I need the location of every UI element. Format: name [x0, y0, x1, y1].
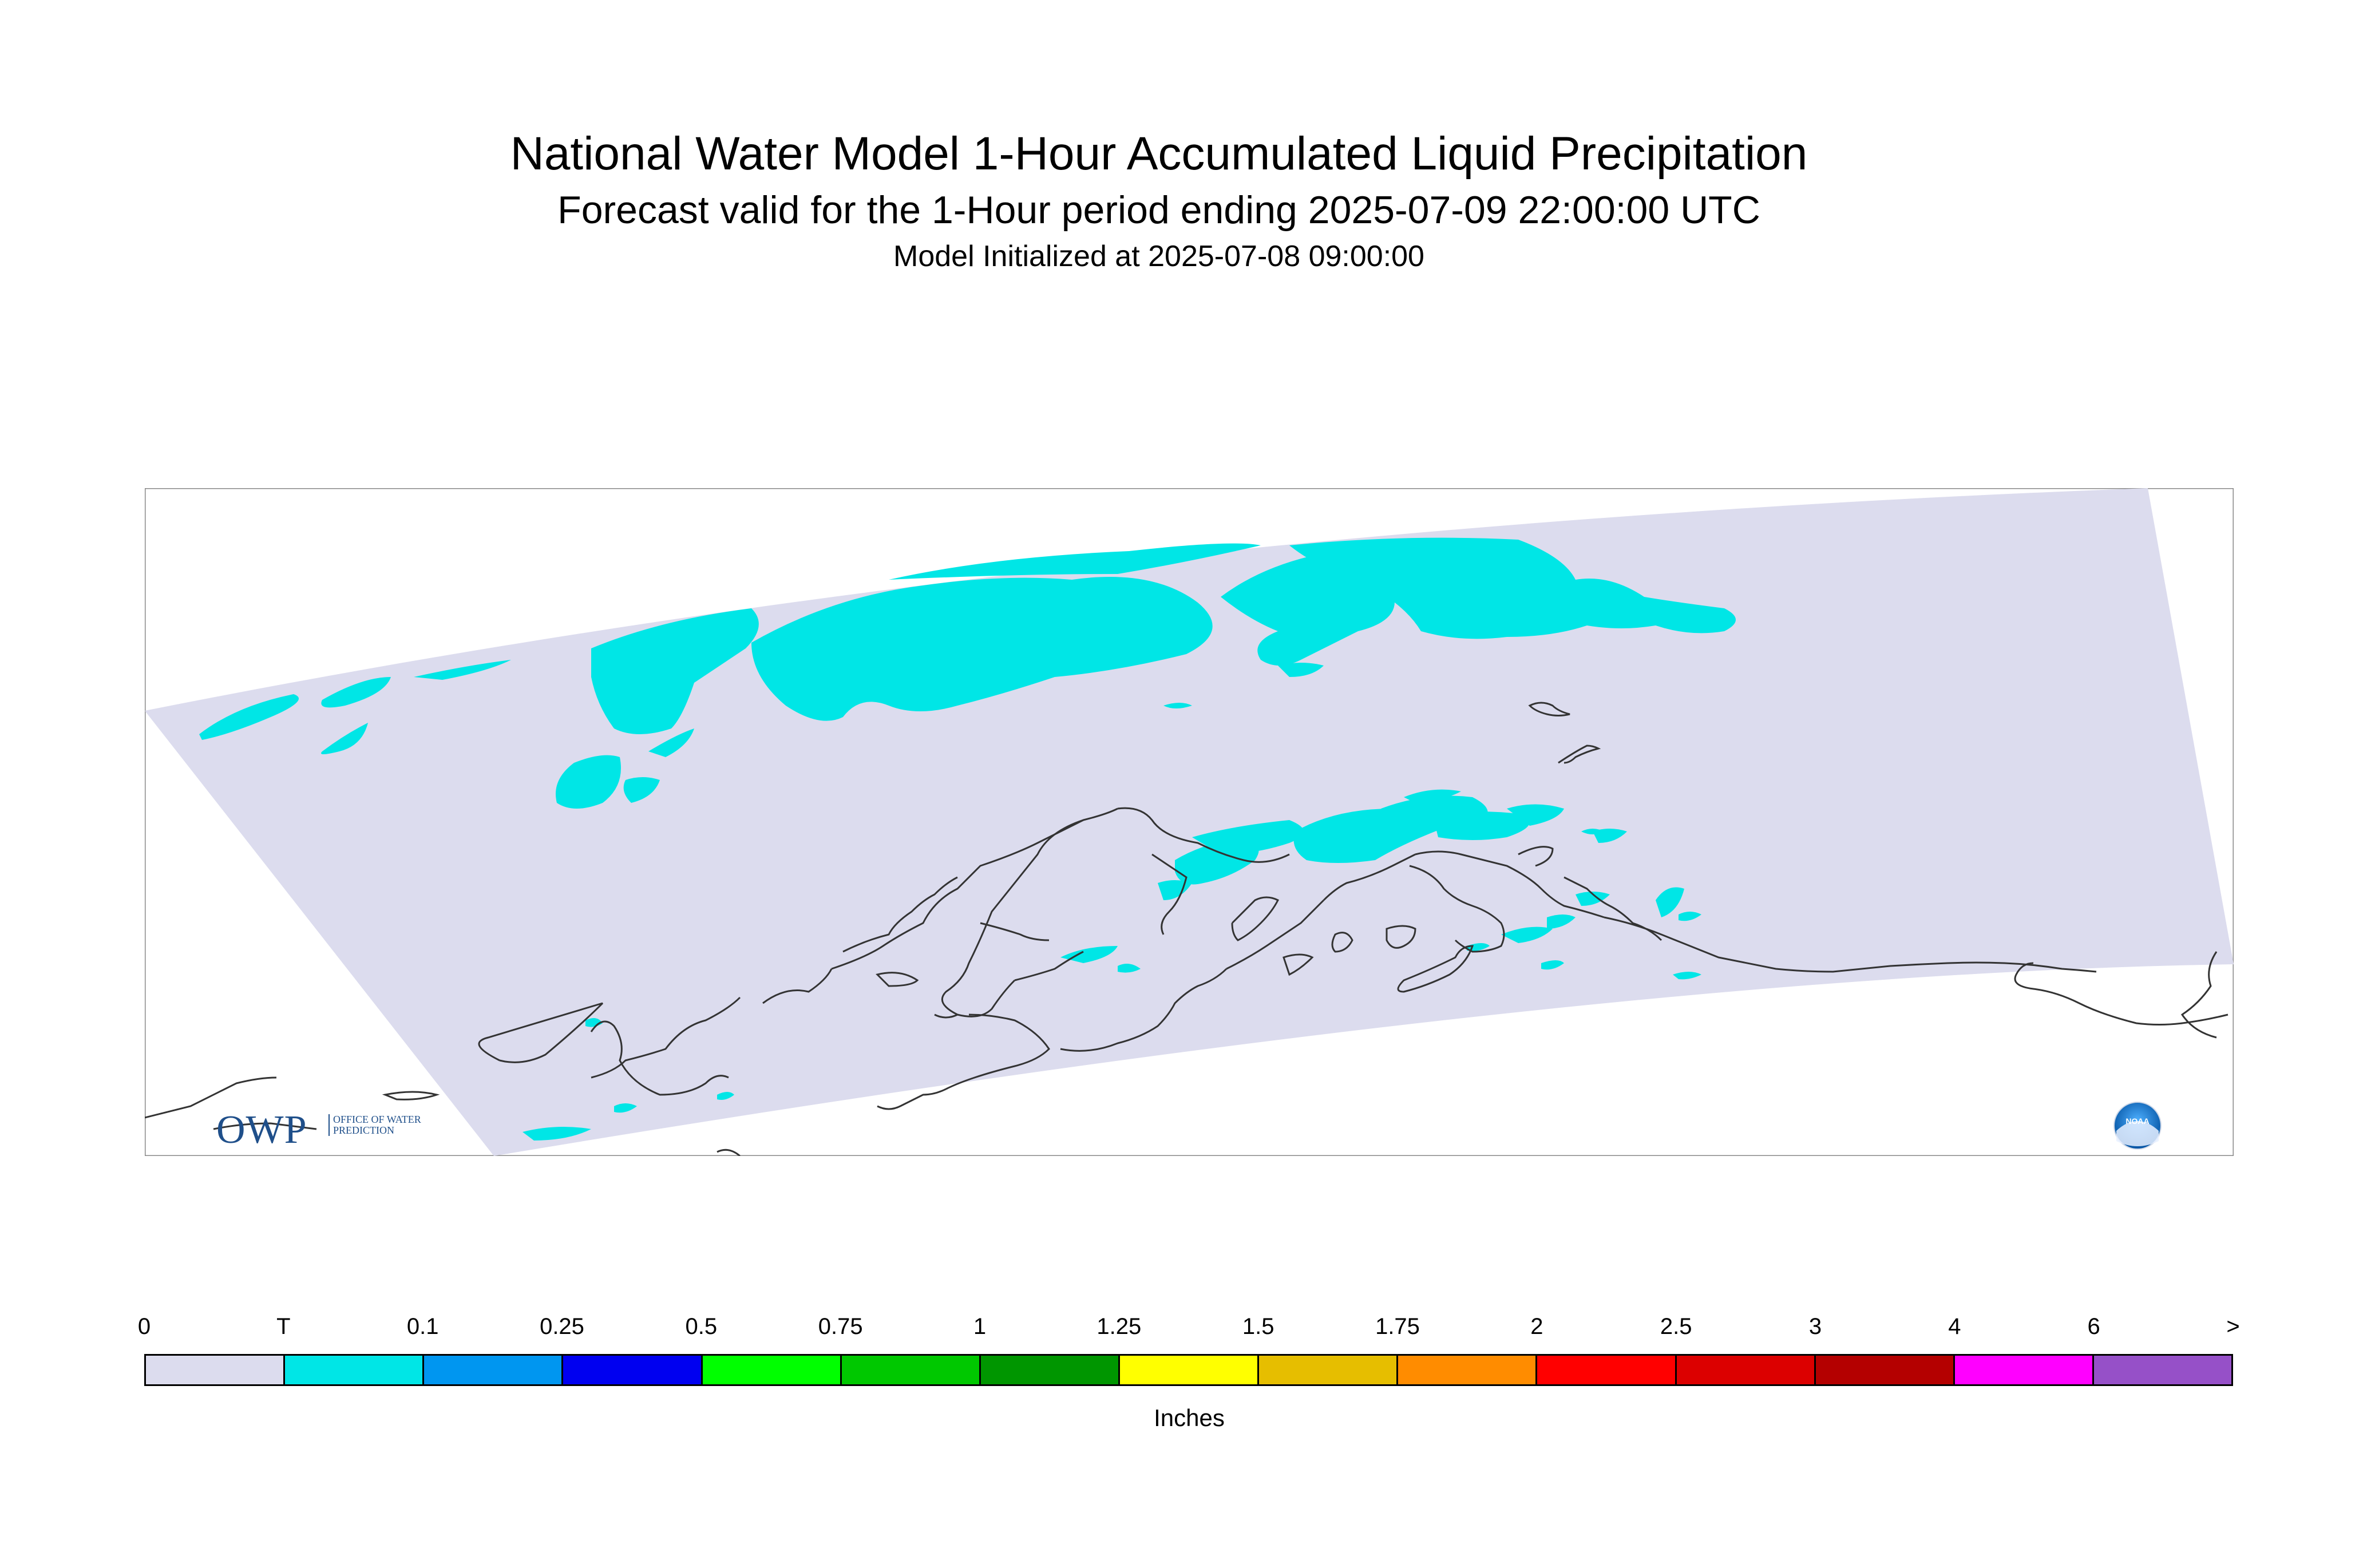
legend-color-bin [702, 1356, 842, 1384]
precipitation-map: OWP OFFICE OF WATER PREDICTION NOAA [145, 488, 2234, 1156]
coastlines [145, 702, 2228, 1156]
precip-trace-areas [199, 537, 1736, 1141]
legend-color-bin [285, 1356, 425, 1384]
owp-logo-text: OFFICE OF WATER PREDICTION [328, 1114, 434, 1136]
legend-color-bin [1119, 1356, 1260, 1384]
legend-color-bin [563, 1356, 703, 1384]
legend-tick-label: 0.75 [818, 1314, 863, 1339]
legend-color-bin [841, 1356, 981, 1384]
legend-color-bin [1259, 1356, 1399, 1384]
legend-tick-label: 4 [1948, 1314, 1961, 1339]
legend-tick-label: 0 [137, 1314, 151, 1339]
noaa-logo: NOAA [2113, 1101, 2162, 1150]
legend-tick-label: > [2226, 1314, 2240, 1339]
owp-logo: OWP OFFICE OF WATER PREDICTION [216, 1107, 434, 1153]
legend-tick-label: 2.5 [1660, 1314, 1692, 1339]
legend-color-bin [146, 1356, 286, 1384]
legend-color-bin [424, 1356, 564, 1384]
color-legend: 0 T 0.1 0.25 0.5 0.75 1 1.25 1.5 1.75 2 2.5 3 4 6 > Inc… [138, 1314, 2240, 1446]
legend-tick-label: 3 [1808, 1314, 1822, 1339]
legend-tick-label: 0.5 [685, 1314, 718, 1339]
owp-logo-letters: OWP [216, 1108, 307, 1152]
legend-colorbar [144, 1354, 2233, 1386]
legend-color-bin [1676, 1356, 1816, 1384]
legend-tick-label: 0.25 [540, 1314, 584, 1339]
model-init-time: Model Initialized at 2025-07-08 09:00:00 [893, 240, 1424, 273]
legend-tick-label: 1 [973, 1314, 987, 1339]
legend-color-bin [1537, 1356, 1677, 1384]
legend-tick-label: 1.5 [1242, 1314, 1274, 1339]
legend-color-bin [1398, 1356, 1538, 1384]
legend-color-bin [980, 1356, 1120, 1384]
legend-tick-label: 6 [2087, 1314, 2100, 1339]
legend-tick-label: 1.25 [1097, 1314, 1142, 1339]
map-subtitle: Forecast valid for the 1-Hour period end… [557, 188, 1760, 232]
legend-tick-label: T [276, 1314, 291, 1339]
legend-tick-label: 2 [1530, 1314, 1543, 1339]
legend-units: Inches [1154, 1404, 1225, 1431]
legend-color-bin [1954, 1356, 2094, 1384]
legend-color-bin [2093, 1356, 2232, 1384]
legend-color-bin [1815, 1356, 1955, 1384]
legend-tick-label: 1.75 [1375, 1314, 1420, 1339]
map-title: National Water Model 1-Hour Accumulated … [510, 128, 1808, 180]
legend-tick-label: 0.1 [406, 1314, 439, 1339]
noaa-logo-text: NOAA [2125, 1116, 2149, 1126]
